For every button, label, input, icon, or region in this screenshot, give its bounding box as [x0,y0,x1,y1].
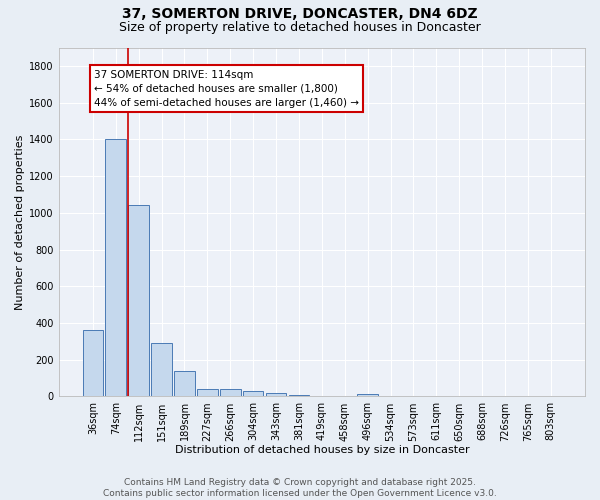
Text: Contains HM Land Registry data © Crown copyright and database right 2025.
Contai: Contains HM Land Registry data © Crown c… [103,478,497,498]
Bar [128,206,149,396]
Y-axis label: Number of detached properties: Number of detached properties [15,134,25,310]
Bar [197,388,218,396]
Text: Size of property relative to detached houses in Doncaster: Size of property relative to detached ho… [119,21,481,34]
Bar [83,330,103,396]
Bar [243,391,263,396]
Bar [174,371,195,396]
Bar [106,140,126,396]
Bar [266,394,286,396]
Bar [220,388,241,396]
Text: 37, SOMERTON DRIVE, DONCASTER, DN4 6DZ: 37, SOMERTON DRIVE, DONCASTER, DN4 6DZ [122,8,478,22]
X-axis label: Distribution of detached houses by size in Doncaster: Distribution of detached houses by size … [175,445,469,455]
Bar [151,343,172,396]
Text: 37 SOMERTON DRIVE: 114sqm
← 54% of detached houses are smaller (1,800)
44% of se: 37 SOMERTON DRIVE: 114sqm ← 54% of detac… [94,70,359,108]
Bar [289,394,309,396]
Bar [358,394,378,396]
